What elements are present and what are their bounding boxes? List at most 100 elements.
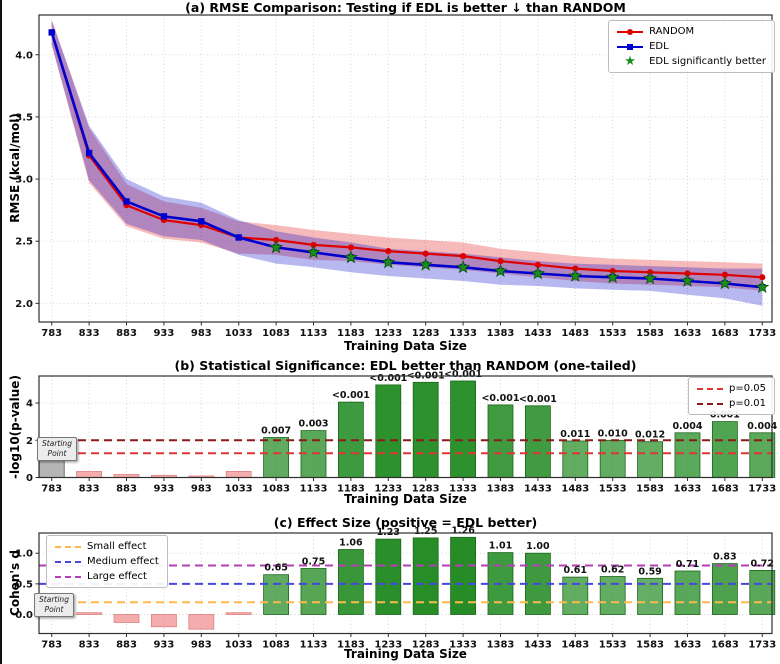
pvalue-x-tick-label: 1183 <box>337 484 365 495</box>
cohensd-x-tick-label: 1633 <box>674 640 702 651</box>
cohensd-bar-933 <box>151 614 177 628</box>
cohensd-x-tick-label: 1683 <box>711 640 739 651</box>
pvalue-bar-1283 <box>412 381 439 478</box>
cohensd-x-tick-label: 1133 <box>300 640 328 651</box>
legend-item-medium-effect: Medium effect <box>55 555 159 568</box>
significance-star <box>717 276 732 290</box>
pvalue-bar-value-label: 0.004 <box>747 421 777 432</box>
cohensd-axes: 783 833 883 933 983 1033 1083 1133 1183 1233 1283 1… <box>15 532 776 651</box>
pvalue-bar-value-label: <0.001 <box>444 369 482 380</box>
starting-point-annotation-b: Starting Point <box>37 437 77 461</box>
marker-edl <box>123 198 130 205</box>
cohensd-x-tick-label: 1733 <box>748 640 776 651</box>
cohensd-bar-1183 <box>337 549 364 615</box>
pvalue-bar-value-label: <0.001 <box>369 373 407 384</box>
pvalue-hlines <box>39 439 772 455</box>
a-x-tick-label: 1333 <box>449 328 477 339</box>
pvalue-bar-1683 <box>711 421 738 478</box>
a-x-tick-label: 933 <box>153 328 174 339</box>
cohensd-x-tick-label: 783 <box>41 640 62 651</box>
pvalue-x-tick-label: 1283 <box>412 484 440 495</box>
a-x-tick-label: 1583 <box>636 328 664 339</box>
cohensd-bar-1133 <box>300 568 327 615</box>
cohensd-bar-value-label: 1.06 <box>339 538 363 549</box>
a-x-tick-label: 883 <box>116 328 137 339</box>
pvalue-bar-1333 <box>450 380 476 478</box>
a-y-tick-label: 3.5 <box>15 112 33 123</box>
pvalue-x-tick-label: 1733 <box>748 484 776 495</box>
marker-random <box>534 261 541 268</box>
a-x-tick-label: 1483 <box>561 328 589 339</box>
pvalue-x-tick-label: 833 <box>79 484 100 495</box>
cohensd-x-tick-label: 1083 <box>262 640 290 651</box>
cohensd-bar-1033 <box>225 612 252 615</box>
cohensd-bar-883 <box>113 614 140 623</box>
random-line-marker-icon <box>617 27 644 37</box>
pvalue-bar-833 <box>76 471 103 478</box>
pvalue-x-tick-label: 1683 <box>711 484 739 495</box>
legend-item-p005: p=0.05 <box>697 382 766 395</box>
a-x-tick-label: 1133 <box>300 328 328 339</box>
pvalue-x-tick-label: 1533 <box>599 484 627 495</box>
cohensd-x-tick-label: 1183 <box>337 640 365 651</box>
legend-item-p001: p=0.01 <box>697 397 766 410</box>
cohensd-bars <box>76 536 776 630</box>
marker-random <box>310 241 317 249</box>
pvalue-x-tick-label: 1633 <box>674 484 702 495</box>
a-x-tick-label: 783 <box>41 328 62 339</box>
subplot-a-significance-stars <box>269 240 770 294</box>
pvalue-bar-1233 <box>375 384 402 478</box>
a-x-tick-label: 983 <box>191 328 212 339</box>
a-x-tick-label: 1283 <box>412 328 440 339</box>
pvalue-bar-value-label: <0.001 <box>519 394 557 405</box>
a-x-tick-label: 1633 <box>674 328 702 339</box>
cohensd-x-tick-label: 1033 <box>225 640 253 651</box>
pvalue-x-tick-label: 883 <box>116 484 137 495</box>
pvalue-y-tick-label: 0 <box>26 473 33 484</box>
subplot-a-xlabel: Training Data Size <box>344 339 467 353</box>
dashed-line-icon <box>55 560 81 563</box>
marker-random <box>422 250 429 257</box>
star-icon: ★ <box>624 54 636 69</box>
pvalue-bar-1583 <box>637 441 663 478</box>
pvalue-x-tick-label: 1483 <box>561 484 589 495</box>
pvalue-x-tick-label: 933 <box>153 484 174 495</box>
cohensd-x-tick-label: 833 <box>79 640 100 651</box>
pvalue-bar-value-label: 0.001 <box>710 410 740 421</box>
cohensd-labels: 0.650.751.061.23 1.25 1.261.01 1.000.61 0.62… <box>264 525 774 577</box>
cohensd-bar-value-label: 0.65 <box>264 563 287 574</box>
legend-item-significant: ★ EDL significantly better <box>617 55 766 68</box>
edl-line-marker-icon <box>617 42 644 52</box>
subplot-c-title: (c) Effect Size (positive = EDL better) <box>273 515 538 530</box>
subplot-a-axes: 783 833 883 933 983 1033 1083 1133 1183 1233 1283 1… <box>15 14 776 339</box>
significance-star <box>381 254 396 269</box>
pvalue-bar-1433 <box>524 405 551 478</box>
cohensd-bar-value-label: 0.62 <box>601 565 624 576</box>
line-edl <box>50 32 763 289</box>
pvalue-axes: 783 833 883 933 983 1033 1083 1133 1183 1233 1283 1… <box>26 375 776 495</box>
subplot-c-xlabel: Training Data Size <box>344 647 467 661</box>
pvalue-x-tick-label: 1133 <box>300 484 328 495</box>
subplot-a-title: (a) RMSE Comparison: Testing if EDL is b… <box>185 0 626 15</box>
subplot-b-title: (b) Statistical Significance: EDL better… <box>174 358 637 373</box>
significance-star <box>755 279 770 294</box>
cohensd-x-tick-label: 1383 <box>487 640 515 651</box>
cohensd-x-tick-label: 1483 <box>561 640 589 651</box>
pvalue-y-tick-label: 2 <box>26 436 33 447</box>
significance-star <box>605 269 620 284</box>
cohensd-bar-value-label: 0.61 <box>564 565 587 576</box>
legend-label-p005: p=0.05 <box>729 383 766 394</box>
pvalue-bar-value-label: 0.012 <box>635 430 665 441</box>
pvalue-x-tick-label: 1333 <box>449 484 477 495</box>
a-x-tick-label: 1683 <box>711 328 739 339</box>
cohensd-x-tick-label: 1433 <box>524 640 552 651</box>
cohensd-bar-value-label: 0.83 <box>713 552 736 563</box>
a-x-tick-label: 1533 <box>599 328 627 339</box>
pvalue-bar-value-label: 0.004 <box>672 421 702 432</box>
cohensd-bar-1483 <box>562 576 589 615</box>
subplot-a-ylabel: RMSE (kcal/mol) <box>8 113 22 223</box>
legend-label-p001: p=0.01 <box>729 398 766 409</box>
cohensd-y-tick-label: 0.5 <box>15 579 33 590</box>
subplot-b-xlabel: Training Data Size <box>344 492 467 506</box>
